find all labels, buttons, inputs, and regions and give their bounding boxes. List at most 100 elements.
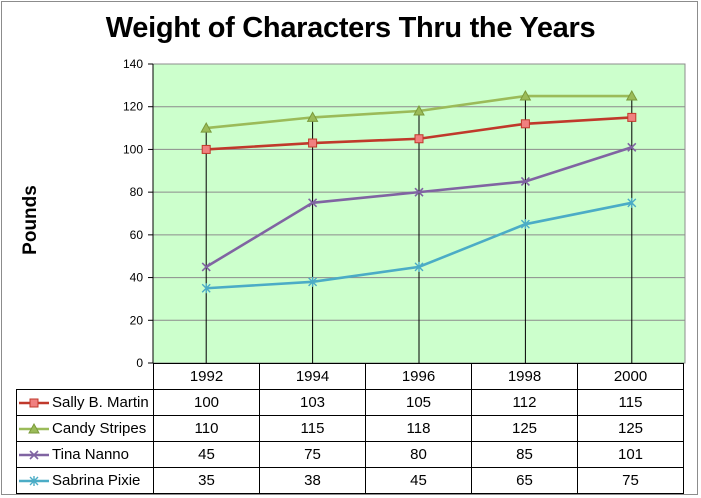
data-point [414, 261, 424, 272]
legend-key-icon [19, 398, 49, 408]
data-point [520, 219, 530, 230]
marker-star [201, 283, 211, 294]
data-label: 105 [365, 389, 472, 416]
data-label: 38 [259, 467, 366, 494]
data-point [29, 476, 39, 487]
data-point [29, 398, 39, 408]
data-point [627, 112, 637, 122]
table-row: Tina Nanno 45 75 80 85 101 [16, 441, 684, 468]
series-name: Sabrina Pixie [52, 472, 141, 489]
data-label: 75 [577, 467, 684, 494]
data-table-header-row: 1992 1994 1996 1998 2000 [16, 363, 684, 390]
year-header: 2000 [577, 363, 684, 390]
y-tick-label: 0 [136, 356, 143, 370]
marker-triangle [519, 90, 532, 101]
data-point [306, 111, 319, 122]
y-tick-label: 40 [130, 271, 144, 285]
data-point [520, 119, 530, 129]
marker-triangle [200, 122, 213, 133]
marker-x [627, 142, 637, 152]
data-point [519, 90, 532, 101]
y-tick-label: 140 [123, 57, 143, 71]
marker-star [520, 219, 530, 230]
data-point [625, 90, 638, 101]
chart-title: Weight of Characters Thru the Years [105, 12, 596, 44]
y-tick-label: 60 [130, 228, 144, 242]
marker-triangle [413, 104, 425, 116]
y-tick-label: 80 [130, 185, 144, 199]
marker-x [414, 187, 424, 197]
data-label: 112 [471, 389, 578, 416]
marker-square [520, 119, 530, 129]
year-header: 1998 [471, 363, 578, 390]
data-label: 35 [153, 467, 260, 494]
data-label: 115 [259, 415, 366, 442]
table-row: Sally B. Martin 100 103 105 112 115 [16, 389, 684, 416]
data-table: 1992 1994 1996 1998 2000 Sally B. Martin… [16, 363, 684, 494]
legend-key-icon [19, 450, 49, 460]
y-tick-label: 120 [123, 100, 143, 114]
data-point [627, 197, 637, 208]
legend-entry: Sally B. Martin [16, 389, 154, 416]
marker-star [414, 261, 424, 272]
marker-star [627, 197, 637, 208]
data-label: 125 [577, 415, 684, 442]
data-table-body: Sally B. Martin 100 103 105 112 115 Candy Stri… [16, 389, 684, 494]
data-label: 115 [577, 389, 684, 416]
data-label: 118 [365, 415, 472, 442]
data-point [201, 283, 211, 294]
series-name: Sally B. Martin [52, 394, 149, 411]
legend-entry: Candy Stripes [16, 415, 154, 442]
data-label: 85 [471, 441, 578, 468]
marker-star [29, 476, 39, 487]
legend-entry: Sabrina Pixie [16, 467, 154, 494]
table-row: Candy Stripes 110 115 118 125 125 [16, 415, 684, 442]
data-point [627, 142, 637, 152]
data-label: 100 [153, 389, 260, 416]
data-label: 45 [365, 467, 472, 494]
legend-entry: Tina Nanno [16, 441, 154, 468]
marker-x [29, 450, 39, 460]
data-point [308, 138, 318, 148]
data-point [201, 262, 211, 272]
data-point [28, 423, 40, 434]
year-header: 1996 [365, 363, 472, 390]
data-point [29, 450, 39, 460]
marker-square [201, 144, 211, 154]
data-label: 110 [153, 415, 260, 442]
year-header: 1992 [153, 363, 260, 390]
table-row: Sabrina Pixie 35 38 45 65 75 [16, 467, 684, 494]
data-label: 103 [259, 389, 366, 416]
data-point [308, 276, 318, 287]
year-header: 1994 [259, 363, 366, 390]
data-label: 75 [259, 441, 366, 468]
data-point [414, 187, 424, 197]
series-name: Candy Stripes [52, 420, 147, 437]
legend-key-icon [19, 423, 49, 434]
data-label: 125 [471, 415, 578, 442]
marker-x [308, 198, 318, 208]
marker-star [308, 276, 318, 287]
y-tick-label: 100 [123, 142, 143, 156]
y-tick-label: 20 [130, 313, 144, 327]
marker-triangle [28, 423, 40, 434]
data-label: 101 [577, 441, 684, 468]
series-name: Tina Nanno [52, 446, 129, 463]
marker-square [29, 398, 39, 408]
marker-triangle [306, 111, 319, 122]
data-label: 65 [471, 467, 578, 494]
marker-x [520, 176, 530, 187]
data-point [200, 122, 213, 133]
legend-key-icon [19, 476, 49, 487]
data-point [201, 144, 211, 154]
data-label: 80 [365, 441, 472, 468]
data-label: 45 [153, 441, 260, 468]
data-point [413, 104, 425, 116]
marker-square [308, 138, 318, 148]
data-point [414, 134, 424, 144]
data-point [308, 198, 318, 208]
marker-square [414, 134, 424, 144]
marker-square [627, 112, 637, 122]
